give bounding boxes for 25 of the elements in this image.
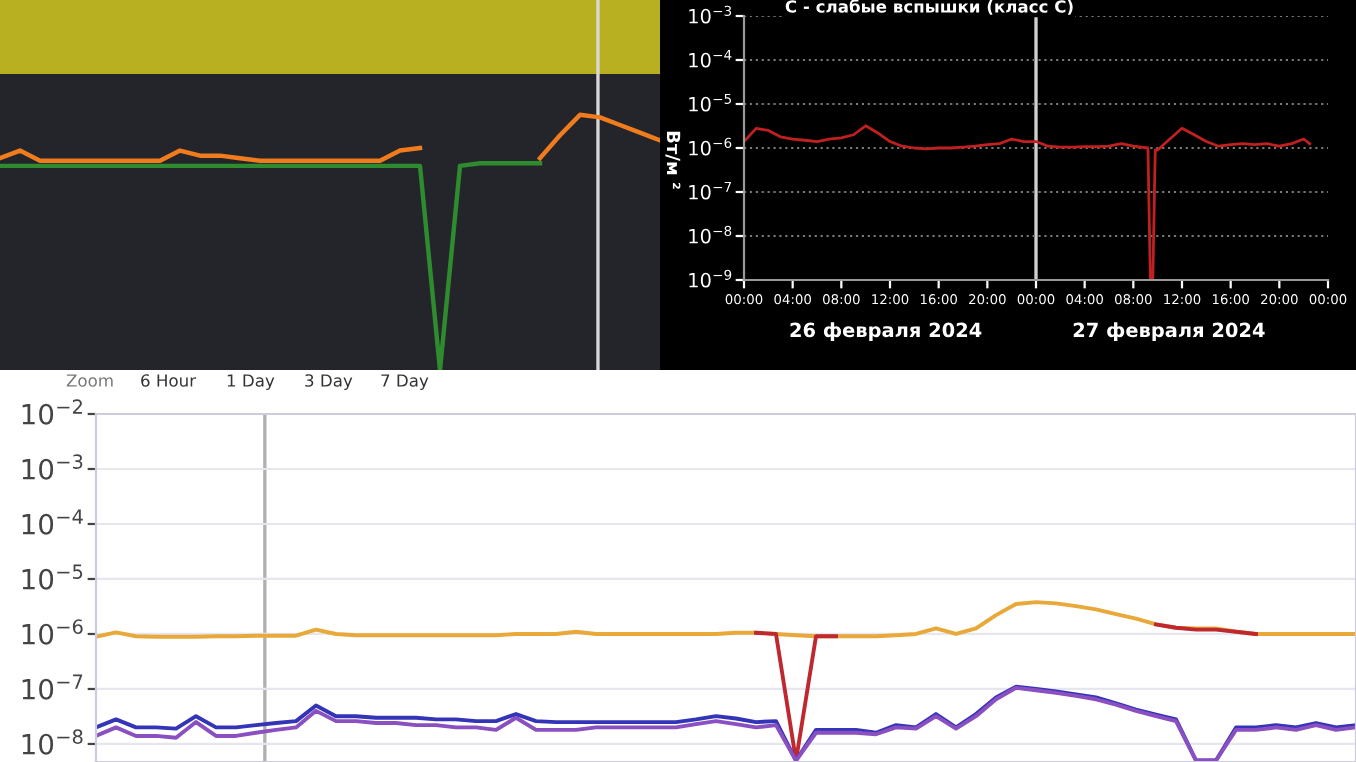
chart-title: C - слабые вспышки (класс C) [785, 0, 1073, 15]
y-tick-label: 10$^{−8}$ [689, 225, 732, 244]
y-axis-title: Вт/м ² [665, 131, 681, 189]
y-tick-label: 10$^{−3}$ [689, 5, 732, 24]
y-tick-label: 10$^{−3}$ [22, 454, 83, 480]
y-tick-label: 10$^{−2}$ [22, 399, 82, 425]
y-tick-label: 10$^{−8}$ [22, 729, 83, 755]
y-tick-label: 10$^{−5}$ [689, 93, 731, 112]
text: 1 Day [227, 374, 275, 391]
line-series [96, 600, 1356, 639]
y-tick-label: 10$^{−6}$ [22, 619, 83, 645]
text: 3 Day [305, 374, 353, 391]
y-tick-label: 10$^{−4}$ [689, 49, 732, 68]
line-series [744, 124, 1312, 280]
text: Zoom [66, 374, 113, 387]
y-tick-label: 10$^{−5}$ [22, 564, 83, 590]
text: 26 февраля 2024 [790, 322, 982, 342]
y-tick-label: 10$^{−9}$ [689, 269, 732, 288]
y-tick-label: 10$^{−4}$ [22, 509, 83, 535]
y-tick-label: 10$^{−7}$ [689, 181, 732, 200]
text: 27 февраля 2024 [1073, 322, 1265, 342]
text: 7 Day [381, 374, 429, 391]
text: 6 Hour [141, 374, 197, 387]
y-tick-label: 10$^{−7}$ [22, 674, 83, 700]
y-tick-label: 10$^{−6}$ [689, 137, 732, 156]
